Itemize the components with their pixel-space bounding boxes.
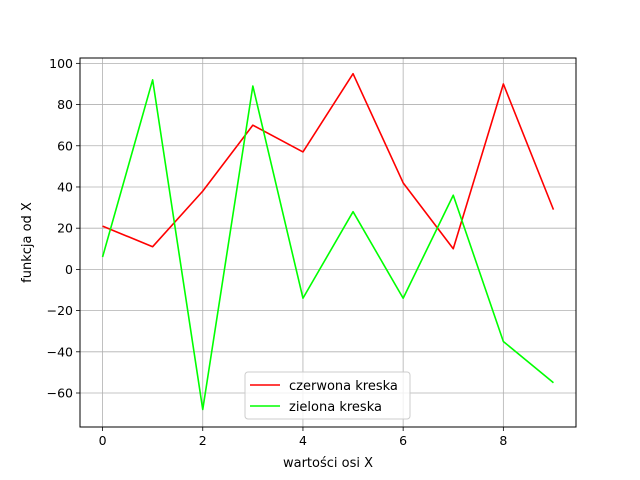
legend-label-czerwona: czerwona kreska bbox=[289, 379, 398, 394]
x-tick-label: 8 bbox=[499, 433, 507, 448]
x-axis-label: wartości osi X bbox=[283, 456, 373, 471]
legend-label-zielona: zielona kreska bbox=[289, 400, 382, 415]
y-tick-label: −60 bbox=[47, 386, 73, 401]
y-axis-label: funkcja od X bbox=[20, 202, 35, 283]
x-tick-label: 0 bbox=[99, 433, 107, 448]
x-tick-label: 2 bbox=[199, 433, 207, 448]
y-tick-label: 40 bbox=[57, 179, 73, 194]
y-tick-label: 60 bbox=[57, 138, 73, 153]
legend: czerwona kreska zielona kreska bbox=[245, 372, 410, 419]
y-tick-label: −20 bbox=[47, 303, 73, 318]
y-tick-label: 0 bbox=[65, 262, 73, 277]
x-tick-label: 4 bbox=[299, 433, 307, 448]
y-tick-label: 100 bbox=[49, 56, 73, 71]
y-tick-label: 20 bbox=[57, 221, 73, 236]
y-tick-label: 80 bbox=[57, 97, 73, 112]
x-tick-label: 6 bbox=[399, 433, 407, 448]
y-tick-label: −40 bbox=[47, 344, 73, 359]
